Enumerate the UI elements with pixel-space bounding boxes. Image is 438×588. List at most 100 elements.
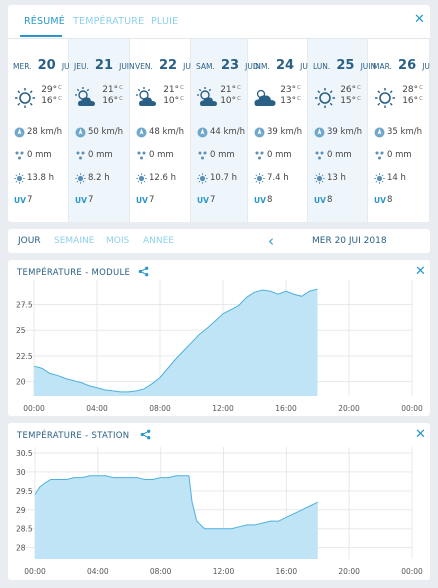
forecast-day-column[interactable]: MAR. 26 JUIN 28°C 16°C 35 km/h 0 mm 14 h… xyxy=(368,39,430,222)
y-tick-label: 29.5 xyxy=(16,487,33,496)
tab-resume[interactable]: RÉSUMÉ xyxy=(24,16,65,27)
forecast-day-column[interactable]: VEN. 22 JUIN 21°C 10°C 48 km/h 0 mm 12.6… xyxy=(130,39,199,222)
cloud-sun-icon xyxy=(254,89,276,106)
month: JUIN xyxy=(183,62,199,71)
uv-label: UV xyxy=(14,196,26,205)
share-icon[interactable] xyxy=(138,266,149,277)
rain-icon xyxy=(137,151,146,160)
rain-amount: 0 mm xyxy=(387,150,412,160)
sun-icon xyxy=(375,88,395,108)
x-tick-label: 04:00 xyxy=(87,567,109,576)
prev-day-chevron-icon[interactable]: ‹ xyxy=(268,232,274,250)
wind-icon xyxy=(314,127,325,138)
uv-label: UV xyxy=(136,196,148,205)
day-header: DIM. 24 JUIN xyxy=(253,54,316,73)
temp-max: 23°C xyxy=(280,85,301,95)
y-tick-label: 22.5 xyxy=(16,352,33,361)
day-header: MER. 20 JUIN xyxy=(13,54,77,73)
x-tick-label: 20:00 xyxy=(338,567,360,576)
temp-unit: C xyxy=(119,85,123,91)
rain-amount: 0 mm xyxy=(88,150,113,160)
x-tick-label: 00:00 xyxy=(401,567,423,576)
wind-speed: 50 km/h xyxy=(88,127,123,137)
day-number: 26 xyxy=(398,58,417,73)
y-tick-label: 20 xyxy=(16,378,26,387)
tab-temperature[interactable]: TEMPÉRATURE xyxy=(73,16,145,27)
period-tab-jour[interactable]: JOUR xyxy=(18,236,41,246)
x-tick-label: 00:00 xyxy=(401,404,423,413)
tab-pluie[interactable]: PLUIE xyxy=(151,16,179,27)
chart-card-station: TEMPÉRATURE - STATION ✕ 30.5 30 29.5 29 28.5… xyxy=(8,423,430,580)
day-number: 25 xyxy=(336,58,355,73)
x-tick-label: 00:00 xyxy=(23,404,45,413)
day-header: JEU. 21 JUIN xyxy=(74,54,135,73)
temp-min: 16°C xyxy=(402,96,423,106)
y-tick-label: 29 xyxy=(16,506,26,515)
sunshine-hours: 8.2 h xyxy=(88,173,110,183)
day-of-week: MER. xyxy=(13,62,32,71)
close-icon[interactable]: ✕ xyxy=(415,264,426,279)
rain-icon xyxy=(198,151,207,160)
chart-card-module: TEMPÉRATURE - MODULE ✕ 27.5 25 22.5 20 00:00… xyxy=(8,260,430,416)
uv-label: UV xyxy=(374,196,386,205)
temperature-station-chart: 30.5 30 29.5 29 28.5 28 00:00 04:00 08:00 12:00 16… xyxy=(16,447,423,576)
period-tab-annee[interactable]: ANNEE xyxy=(143,236,174,246)
forecast-day-column[interactable]: JEU. 21 JUIN 21°C 16°C 50 km/h 0 mm 8.2 … xyxy=(69,39,135,222)
day-number: 21 xyxy=(94,58,114,73)
temp-max: 21°C xyxy=(102,85,123,95)
wind-speed: 35 km/h xyxy=(387,127,422,137)
day-number: 22 xyxy=(158,58,178,73)
period-tab-mois[interactable]: MOIS xyxy=(106,236,130,246)
x-tick-label: 20:00 xyxy=(338,404,360,413)
wind-speed: 39 km/h xyxy=(267,127,302,137)
forecast-day-column[interactable]: MER. 20 JUIN 29°C 16°C 28 km/h 0 mm 13.8… xyxy=(8,39,77,222)
uv-index: 7 xyxy=(27,195,33,205)
sun-cloud-icon xyxy=(136,87,156,106)
wind-speed: 28 km/h xyxy=(27,127,62,137)
temp-min: 16°C xyxy=(102,96,123,106)
temp-unit: C xyxy=(58,85,62,91)
sunshine-hours: 14 h xyxy=(387,173,406,183)
day-of-week: LUN. xyxy=(313,62,331,71)
temp-max: 26°C xyxy=(340,85,361,95)
temp-min: 10°C xyxy=(220,96,241,106)
period-tab-semaine[interactable]: SEMAINE xyxy=(54,236,95,246)
temp-unit: C xyxy=(58,96,62,102)
sunshine-hours: 13 h xyxy=(327,173,346,183)
sun-icon xyxy=(15,88,35,108)
temp-unit: C xyxy=(180,96,184,102)
close-icon[interactable]: ✕ xyxy=(415,427,426,442)
temp-unit: C xyxy=(119,96,123,102)
rain-icon xyxy=(255,151,264,160)
temp-min: 16°C xyxy=(41,96,62,106)
uv-index: 8 xyxy=(387,195,393,205)
temp-min: 15°C xyxy=(340,96,361,106)
temp-min: 13°C xyxy=(280,96,301,106)
forecast-day-column[interactable]: DIM. 24 JUIN 23°C 13°C 39 km/h 0 mm 7.4 … xyxy=(248,39,316,222)
forecast-card: RÉSUMÉ TEMPÉRATURE PLUIE ✕ MER. 20 JUIN … xyxy=(8,5,430,222)
share-icon[interactable] xyxy=(140,429,151,440)
close-icon[interactable]: ✕ xyxy=(414,12,425,27)
day-of-week: DIM. xyxy=(253,62,270,71)
day-header: SAM. 23 JUIN xyxy=(196,54,261,73)
day-number: 20 xyxy=(37,58,56,73)
sunshine-icon xyxy=(75,173,86,184)
day-header: LUN. 25 JUIN xyxy=(313,54,376,73)
forecast-day-column[interactable]: SAM. 23 JUIN 21°C 10°C 44 km/h 0 mm 10.7… xyxy=(191,39,261,222)
rain-amount: 0 mm xyxy=(210,150,235,160)
day-number: 24 xyxy=(275,58,295,73)
forecast-day-column[interactable]: LUN. 25 JUIN 26°C 15°C 39 km/h 0 mm 13 h… xyxy=(308,39,376,222)
temp-min: 10°C xyxy=(163,96,184,106)
sun-cloud-icon xyxy=(75,87,95,106)
chart-title: TEMPÉRATURE - STATION xyxy=(17,431,130,441)
temp-unit: C xyxy=(237,85,241,91)
day-header: MAR. 26 JUIN xyxy=(373,54,430,73)
wind-icon xyxy=(254,127,265,138)
uv-index: 7 xyxy=(88,195,94,205)
series-line xyxy=(34,475,318,530)
y-tick-label: 28 xyxy=(16,544,26,553)
forecast-tabs: RÉSUMÉ TEMPÉRATURE PLUIE ✕ xyxy=(8,5,430,39)
uv-index: 8 xyxy=(267,195,273,205)
series-line xyxy=(33,288,318,393)
temp-unit: C xyxy=(357,85,361,91)
